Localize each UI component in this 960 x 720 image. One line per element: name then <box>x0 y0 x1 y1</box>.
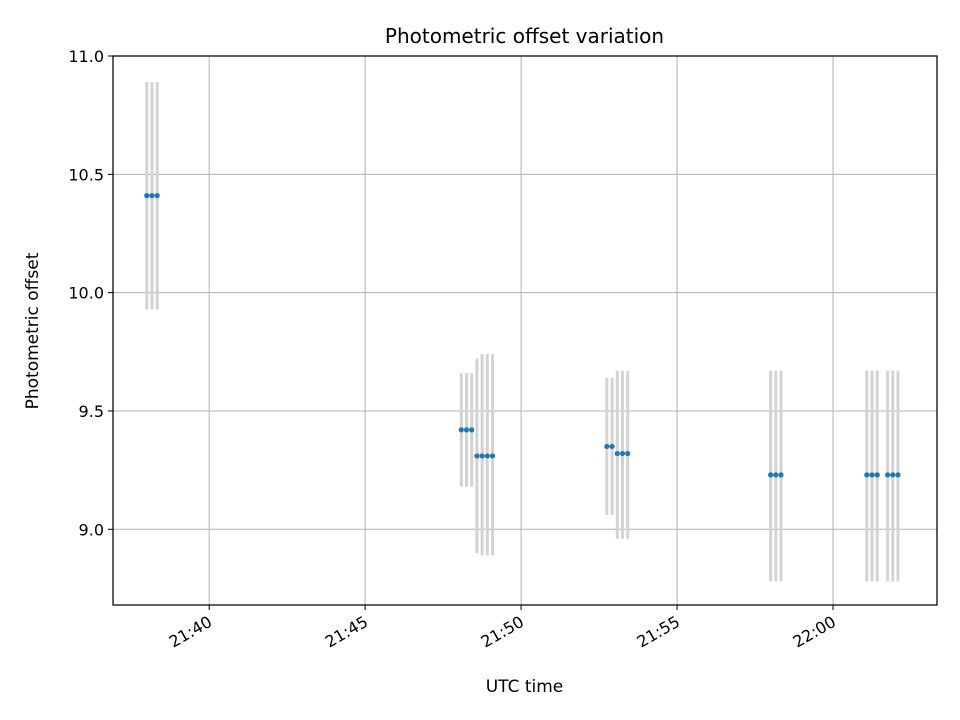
data-point <box>885 472 891 478</box>
data-point <box>768 472 774 478</box>
data-points <box>144 193 901 478</box>
data-point <box>864 472 870 478</box>
data-point <box>609 443 615 450</box>
data-point <box>874 472 880 478</box>
data-point <box>469 427 475 433</box>
data-point <box>773 472 779 478</box>
y-tick-label: 9.5 <box>79 402 104 421</box>
data-point <box>458 427 464 433</box>
data-point <box>604 443 610 450</box>
data-point <box>619 450 626 457</box>
plot-frame <box>112 55 938 606</box>
data-point <box>484 453 490 459</box>
y-tick-label: 10.5 <box>68 165 104 184</box>
data-point <box>890 472 896 478</box>
data-point <box>489 453 496 459</box>
data-point <box>625 450 631 457</box>
data-point <box>895 472 901 478</box>
y-tick-label: 10.0 <box>68 284 104 303</box>
data-point <box>614 450 620 457</box>
chart-title: Photometric offset variation <box>385 24 664 48</box>
data-point <box>154 193 160 199</box>
data-point <box>144 193 150 199</box>
y-tick-label: 9.0 <box>79 520 104 539</box>
x-axis-label: UTC time <box>486 677 564 697</box>
data-point <box>479 453 485 459</box>
data-point <box>463 427 470 433</box>
y-axis-label: Photometric offset <box>23 252 43 409</box>
y-tick-label: 11.0 <box>68 47 104 66</box>
data-point <box>778 472 784 478</box>
data-point <box>149 193 155 199</box>
data-point <box>869 472 875 478</box>
data-point <box>474 453 480 459</box>
y-axis-ticks: 9.0 9.5 10.0 10.5 11.0 <box>68 47 113 539</box>
